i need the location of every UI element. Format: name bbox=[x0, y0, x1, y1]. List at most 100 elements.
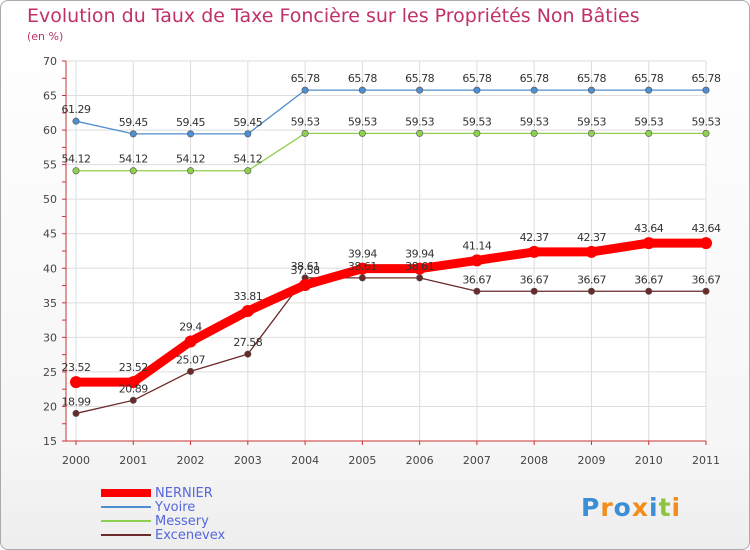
data-point bbox=[299, 278, 312, 291]
data-point bbox=[244, 350, 252, 358]
data-point bbox=[241, 305, 254, 318]
x-tick-label: 2000 bbox=[62, 454, 90, 467]
data-point bbox=[356, 262, 369, 275]
data-point bbox=[642, 237, 655, 250]
data-label: 18.99 bbox=[62, 395, 91, 408]
data-label: 54.12 bbox=[62, 153, 91, 166]
data-label: 23.52 bbox=[119, 361, 148, 374]
y-tick-label: 15 bbox=[43, 435, 57, 448]
data-label: 59.53 bbox=[692, 115, 721, 128]
data-point bbox=[587, 86, 595, 94]
data-label: 59.53 bbox=[462, 115, 491, 128]
data-label: 38.61 bbox=[348, 260, 377, 273]
data-point bbox=[187, 130, 195, 138]
data-point bbox=[585, 245, 598, 258]
data-label: 59.53 bbox=[291, 115, 320, 128]
data-label: 59.45 bbox=[176, 116, 205, 129]
x-tick-label: 2008 bbox=[520, 454, 548, 467]
x-tick-label: 2001 bbox=[119, 454, 147, 467]
x-tick-label: 2007 bbox=[463, 454, 491, 467]
data-point bbox=[72, 167, 80, 175]
data-point bbox=[473, 287, 481, 295]
legend-label: Yvoire bbox=[155, 499, 196, 515]
data-point bbox=[416, 274, 424, 282]
data-label: 36.67 bbox=[577, 273, 606, 286]
data-label: 36.67 bbox=[692, 273, 721, 286]
data-label: 42.37 bbox=[520, 231, 549, 244]
data-point bbox=[301, 129, 309, 137]
legend-label: Excenevex bbox=[155, 527, 226, 543]
data-label: 59.53 bbox=[520, 115, 549, 128]
y-tick-label: 65 bbox=[43, 90, 57, 103]
x-tick-label: 2004 bbox=[291, 454, 319, 467]
data-label: 25.07 bbox=[176, 353, 205, 366]
data-point bbox=[587, 287, 595, 295]
data-label: 36.67 bbox=[462, 273, 491, 286]
data-point bbox=[72, 409, 80, 417]
data-label: 23.52 bbox=[62, 361, 91, 374]
legend-swatch bbox=[101, 506, 151, 508]
data-label: 65.78 bbox=[291, 72, 320, 85]
data-label: 29.4 bbox=[179, 321, 202, 334]
data-label: 27.58 bbox=[233, 336, 262, 349]
data-label: 33.81 bbox=[233, 290, 262, 303]
data-label: 59.53 bbox=[405, 115, 434, 128]
data-point bbox=[587, 129, 595, 137]
data-label: 65.78 bbox=[348, 72, 377, 85]
data-label: 54.12 bbox=[119, 153, 148, 166]
series-line-excenevex bbox=[75, 277, 707, 415]
data-label: 65.78 bbox=[520, 72, 549, 85]
data-point bbox=[700, 237, 712, 250]
data-label: 54.12 bbox=[176, 153, 205, 166]
data-label: 65.78 bbox=[577, 72, 606, 85]
data-label: 65.78 bbox=[405, 72, 434, 85]
legend-swatch bbox=[101, 520, 151, 522]
data-point bbox=[416, 86, 424, 94]
legend-label: NERNIER bbox=[155, 485, 213, 501]
data-label: 36.67 bbox=[520, 273, 549, 286]
series-line-nernier bbox=[71, 238, 711, 387]
data-point bbox=[127, 376, 140, 389]
data-point bbox=[473, 86, 481, 94]
data-point bbox=[129, 396, 137, 404]
x-tick-label: 2010 bbox=[635, 454, 663, 467]
data-point bbox=[645, 287, 653, 295]
data-label: 36.67 bbox=[634, 273, 663, 286]
legend-item-excenevex: Excenevex bbox=[101, 527, 226, 543]
data-label: 37.58 bbox=[291, 264, 320, 277]
data-label: 59.45 bbox=[233, 116, 262, 129]
y-tick-label: 70 bbox=[43, 55, 57, 68]
y-tick-label: 50 bbox=[43, 193, 57, 206]
data-point bbox=[702, 86, 710, 94]
data-point bbox=[702, 287, 710, 295]
data-label: 65.78 bbox=[692, 72, 721, 85]
data-point bbox=[473, 129, 481, 137]
data-label: 43.64 bbox=[692, 222, 721, 235]
legend-item-yvoire: Yvoire bbox=[101, 499, 225, 515]
x-tick-label: 2011 bbox=[692, 454, 720, 467]
series-line-yvoire bbox=[75, 89, 707, 135]
data-point bbox=[72, 117, 80, 125]
data-label: 38.61 bbox=[291, 260, 320, 273]
data-point bbox=[470, 254, 483, 267]
data-point bbox=[413, 262, 426, 275]
legend-item-nernier: NERNIER bbox=[101, 485, 225, 501]
data-point bbox=[358, 274, 366, 282]
x-tick-label: 2009 bbox=[577, 454, 605, 467]
legend-swatch bbox=[101, 489, 151, 497]
data-point bbox=[530, 129, 538, 137]
data-point bbox=[702, 129, 710, 137]
x-tick-label: 2006 bbox=[406, 454, 434, 467]
y-tick-label: 55 bbox=[43, 159, 57, 172]
data-label: 59.53 bbox=[348, 115, 377, 128]
data-point bbox=[528, 245, 541, 258]
data-label: 59.45 bbox=[119, 116, 148, 129]
x-tick-label: 2003 bbox=[234, 454, 262, 467]
legend-label: Messery bbox=[155, 513, 209, 529]
data-label: 20.89 bbox=[119, 382, 148, 395]
x-tick-label: 2002 bbox=[177, 454, 205, 467]
data-label: 59.53 bbox=[577, 115, 606, 128]
data-label: 59.53 bbox=[634, 115, 663, 128]
